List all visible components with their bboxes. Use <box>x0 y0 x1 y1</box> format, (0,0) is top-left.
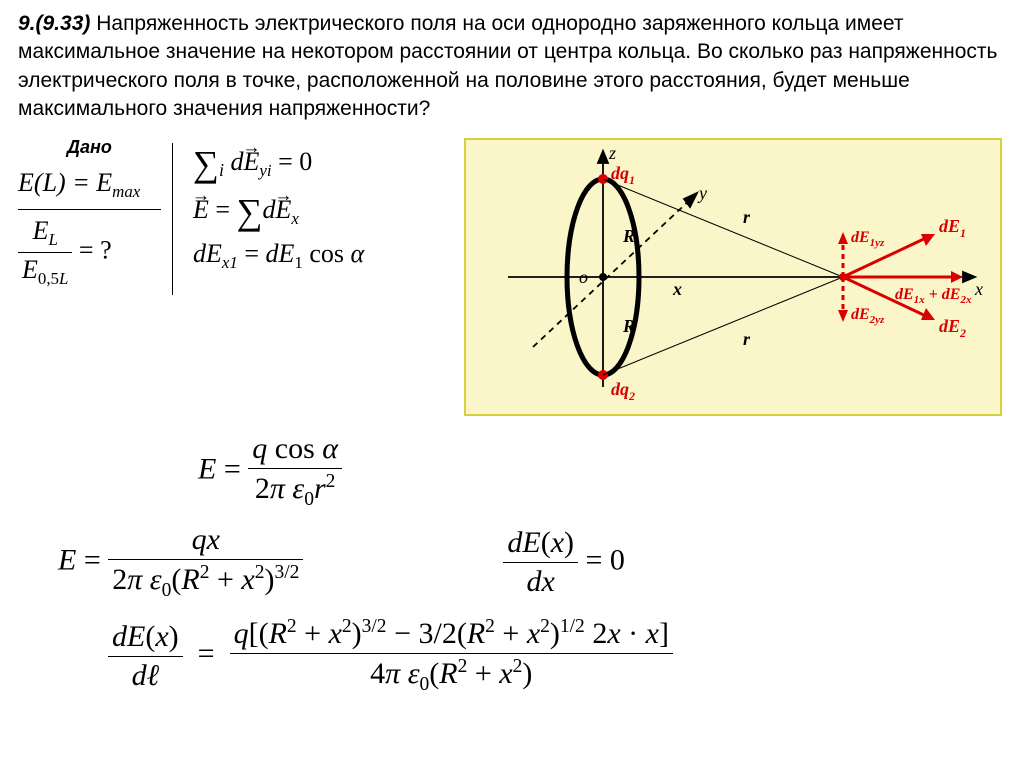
diagram: o R R x z y x dq1 dq2 r r <box>463 137 1006 422</box>
svg-text:x: x <box>672 279 682 299</box>
svg-text:r: r <box>743 329 751 349</box>
svg-text:y: y <box>697 183 707 203</box>
bottom-formulas: E = q cos α 2π ε0r2 E = qx 2π ε0(R2 + x2… <box>18 432 1006 696</box>
problem-text: Напряженность электрического поля на оси… <box>18 12 997 120</box>
svg-text:z: z <box>608 143 616 163</box>
svg-text:o: o <box>579 267 588 287</box>
given-label: Дано <box>18 137 161 158</box>
ring-diagram-svg: o R R x z y x dq1 dq2 r r <box>463 137 1003 417</box>
eq-sumE: ∑i dEyi = 0 <box>193 143 443 185</box>
eq-E1: E = q cos α 2π ε0r2 <box>198 432 1006 511</box>
svg-text:R: R <box>622 226 635 246</box>
svg-text:R: R <box>622 316 635 336</box>
svg-text:r: r <box>743 207 751 227</box>
svg-text:x: x <box>974 279 983 299</box>
given-find: EL E0,5L = ? <box>18 216 161 289</box>
problem-statement: 9.(9.33) Напряженность электрического по… <box>18 10 1006 123</box>
equation-column: ∑i dEyi = 0 E = ∑dEx dEx1 = dE1 cos α <box>193 137 443 279</box>
given-line-1: E(L) = Emax <box>18 168 161 202</box>
eq-Evec: E = ∑dEx <box>193 191 443 233</box>
eq-dEdx: dE(x) dx = 0 <box>503 526 625 599</box>
given-block: Дано E(L) = Emax EL E0,5L = ? <box>18 137 173 295</box>
eq-dEx1: dEx1 = dE1 cos α <box>193 239 443 273</box>
problem-number: 9.(9.33) <box>18 12 90 35</box>
eq-E2: E = qx 2π ε0(R2 + x2)3/2 <box>58 523 303 602</box>
eq-final: dE(x) dℓ = q[(R2 + x2)3/2 − 3/2(R2 + x2)… <box>108 616 1006 696</box>
